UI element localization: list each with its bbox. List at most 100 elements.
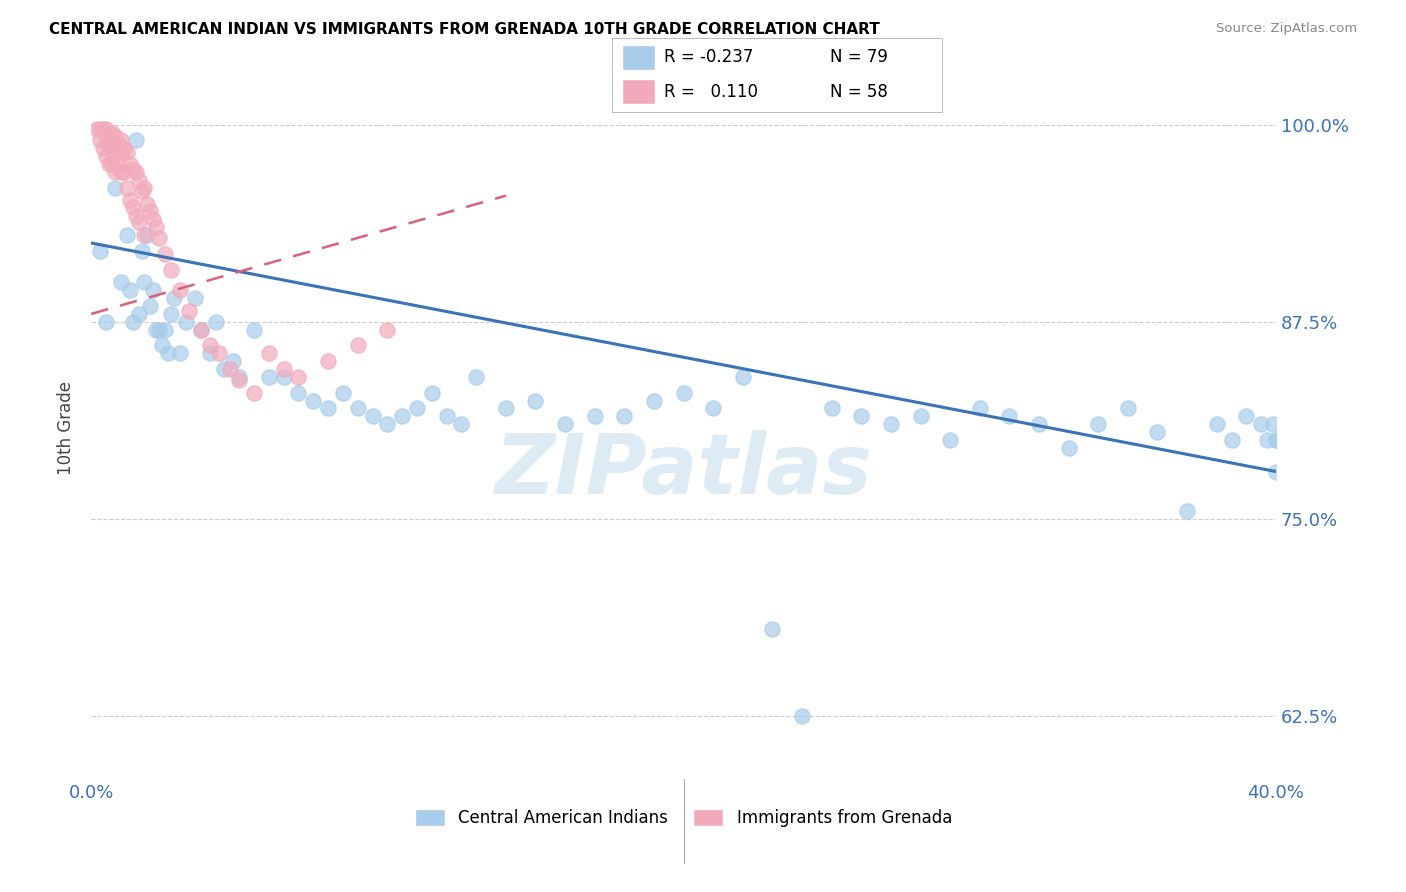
Point bbox=[190, 323, 212, 337]
Point bbox=[222, 354, 245, 368]
Point bbox=[219, 362, 242, 376]
Point bbox=[257, 370, 280, 384]
Point bbox=[391, 409, 413, 424]
Point bbox=[377, 323, 399, 337]
Point bbox=[101, 157, 124, 171]
Point bbox=[851, 409, 873, 424]
Point bbox=[761, 622, 783, 636]
Point bbox=[134, 228, 156, 243]
Point bbox=[495, 401, 517, 416]
Point bbox=[153, 247, 176, 261]
Point bbox=[121, 161, 143, 176]
Point bbox=[91, 122, 114, 136]
Point bbox=[228, 370, 250, 384]
Point bbox=[97, 138, 120, 153]
Point bbox=[115, 145, 138, 159]
Point bbox=[112, 165, 135, 179]
Point bbox=[89, 244, 111, 258]
Point bbox=[94, 122, 117, 136]
Point bbox=[1250, 417, 1272, 432]
Point bbox=[198, 338, 221, 352]
Point bbox=[128, 173, 150, 187]
Point bbox=[316, 354, 339, 368]
Point bbox=[214, 362, 236, 376]
Point bbox=[134, 276, 156, 290]
Point bbox=[420, 385, 443, 400]
Point bbox=[104, 146, 127, 161]
Point bbox=[163, 291, 186, 305]
Point bbox=[361, 409, 384, 424]
Point bbox=[153, 323, 176, 337]
Point bbox=[287, 385, 309, 400]
Point bbox=[939, 433, 962, 447]
Point bbox=[302, 393, 325, 408]
Point bbox=[377, 417, 399, 432]
Point bbox=[554, 417, 576, 432]
Point bbox=[124, 165, 146, 179]
Point bbox=[346, 338, 368, 352]
Point bbox=[101, 126, 124, 140]
Point bbox=[107, 157, 129, 171]
Point bbox=[1205, 417, 1227, 432]
Point bbox=[110, 146, 132, 161]
Point bbox=[118, 283, 141, 297]
Point bbox=[104, 165, 127, 179]
Y-axis label: 10th Grade: 10th Grade bbox=[58, 381, 75, 475]
Text: R =   0.110: R = 0.110 bbox=[665, 83, 758, 101]
Point bbox=[89, 134, 111, 148]
Point bbox=[136, 228, 159, 243]
Point bbox=[643, 393, 665, 408]
Point bbox=[110, 165, 132, 179]
Point bbox=[998, 409, 1021, 424]
Point bbox=[121, 315, 143, 329]
Text: Source: ZipAtlas.com: Source: ZipAtlas.com bbox=[1216, 22, 1357, 36]
Point bbox=[969, 401, 991, 416]
Point bbox=[1265, 465, 1288, 479]
Point bbox=[94, 149, 117, 163]
Point bbox=[94, 134, 117, 148]
Point bbox=[1234, 409, 1257, 424]
Point bbox=[672, 385, 695, 400]
Point bbox=[128, 307, 150, 321]
Point bbox=[97, 157, 120, 171]
Point bbox=[89, 122, 111, 136]
Text: ZIPatlas: ZIPatlas bbox=[495, 430, 873, 511]
Point bbox=[346, 401, 368, 416]
Point bbox=[148, 231, 170, 245]
Point bbox=[104, 181, 127, 195]
Point bbox=[174, 315, 197, 329]
Point bbox=[136, 196, 159, 211]
Point bbox=[273, 370, 295, 384]
Bar bbox=[621, 79, 655, 104]
Point bbox=[157, 346, 180, 360]
Point bbox=[139, 299, 162, 313]
Point bbox=[91, 141, 114, 155]
Point bbox=[332, 385, 354, 400]
Point bbox=[1087, 417, 1109, 432]
Point bbox=[273, 362, 295, 376]
Point bbox=[124, 209, 146, 223]
Bar bbox=[621, 45, 655, 70]
Point bbox=[450, 417, 472, 432]
Point bbox=[148, 323, 170, 337]
Point bbox=[101, 138, 124, 153]
Point bbox=[613, 409, 636, 424]
Point bbox=[142, 212, 165, 227]
Point bbox=[406, 401, 429, 416]
Point bbox=[177, 303, 200, 318]
Point bbox=[880, 417, 903, 432]
Point bbox=[128, 215, 150, 229]
Text: CENTRAL AMERICAN INDIAN VS IMMIGRANTS FROM GRENADA 10TH GRADE CORRELATION CHART: CENTRAL AMERICAN INDIAN VS IMMIGRANTS FR… bbox=[49, 22, 880, 37]
Point bbox=[790, 709, 813, 723]
Point bbox=[257, 346, 280, 360]
Text: N = 58: N = 58 bbox=[830, 83, 887, 101]
Point bbox=[121, 200, 143, 214]
Point bbox=[821, 401, 844, 416]
Point bbox=[110, 276, 132, 290]
Point bbox=[228, 373, 250, 387]
Point bbox=[169, 283, 191, 297]
Point bbox=[1116, 401, 1139, 416]
Point bbox=[1265, 433, 1288, 447]
Point bbox=[104, 128, 127, 143]
Point bbox=[1175, 504, 1198, 518]
